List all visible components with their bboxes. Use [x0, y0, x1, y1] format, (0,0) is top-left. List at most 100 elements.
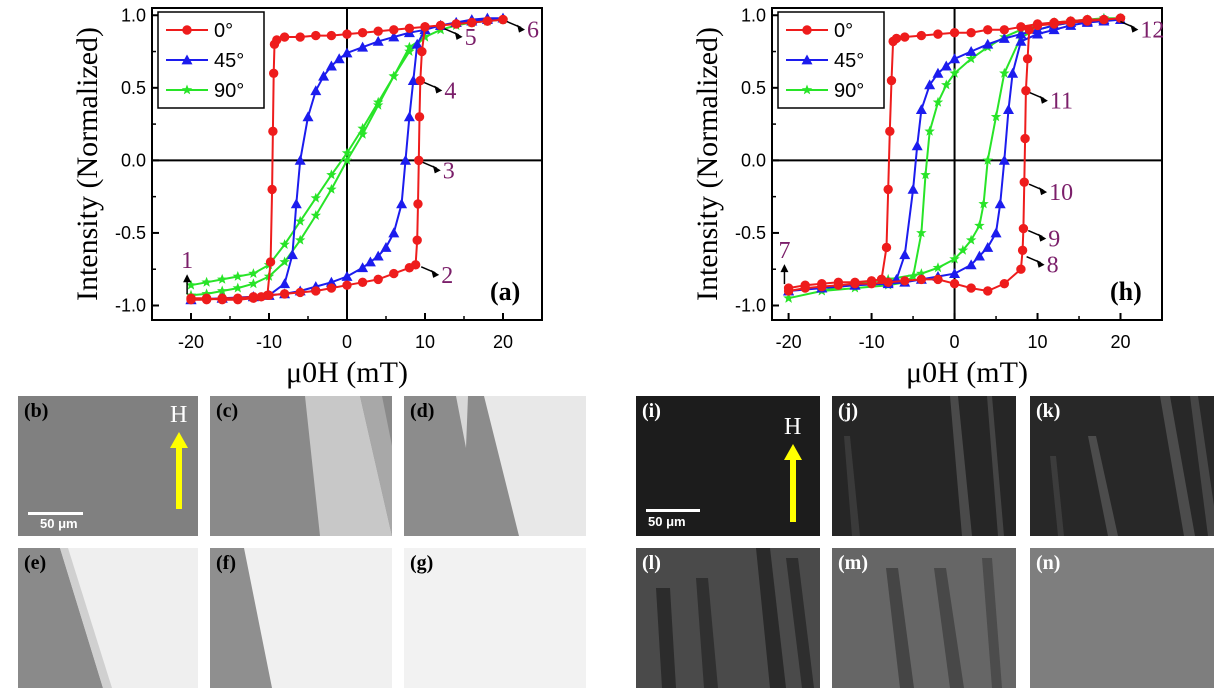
data-point: [318, 70, 330, 81]
data-point: [1049, 19, 1059, 29]
data-point: [380, 241, 392, 252]
data-point: [883, 184, 893, 195]
y-tick-label: 1.0: [121, 5, 146, 25]
data-point: [357, 262, 369, 273]
field-arrow-shaft: [176, 446, 182, 509]
data-point: [966, 27, 976, 38]
x-tick-label: 10: [415, 332, 435, 352]
data-point: [999, 25, 1010, 35]
data-point: [949, 253, 960, 264]
scale-bar: [28, 512, 83, 515]
data-point: [326, 183, 337, 194]
micrograph-i: (i) H 50 μm: [636, 396, 820, 536]
data-point: [325, 276, 337, 287]
data-point: [966, 283, 976, 293]
annotation-label: 4: [444, 79, 456, 105]
x-tick-label: -10: [256, 332, 282, 352]
data-point: [310, 85, 322, 96]
data-point: [1082, 16, 1093, 26]
data-point: [1115, 13, 1126, 23]
data-point: [1066, 17, 1076, 28]
data-point: [403, 111, 415, 122]
data-point: [217, 285, 228, 296]
data-point: [932, 262, 944, 273]
data-point: [372, 250, 384, 261]
annotation-label: 6: [527, 18, 539, 44]
micrograph-c: (c): [210, 396, 392, 536]
data-point: [404, 46, 415, 56]
data-point: [978, 198, 989, 209]
data-point: [265, 257, 276, 267]
annotation-label: 11: [1050, 89, 1073, 115]
data-point: [373, 99, 384, 110]
data-point: [932, 96, 944, 107]
data-point: [417, 46, 427, 57]
x-tick-label: 10: [1028, 332, 1048, 352]
data-point: [357, 122, 368, 133]
data-point: [932, 67, 944, 78]
field-arrow-head: [170, 432, 188, 448]
field-arrow-head-right: [784, 444, 802, 460]
micrograph-k: (k): [1030, 396, 1214, 536]
data-point: [1032, 28, 1044, 39]
data-point: [248, 268, 259, 278]
data-point: [295, 234, 306, 245]
data-point: [279, 256, 290, 267]
data-point: [185, 279, 197, 290]
data-point: [268, 126, 278, 137]
annotation-label: 2: [441, 263, 453, 289]
data-point: [181, 54, 193, 65]
data-point: [850, 279, 860, 289]
x-tick-label: 0: [342, 332, 352, 352]
data-point: [883, 277, 893, 287]
data-point: [1016, 22, 1026, 32]
data-point: [396, 198, 408, 209]
data-point: [388, 31, 400, 42]
data-point: [891, 33, 902, 44]
data-point: [916, 30, 927, 41]
data-point: [295, 215, 306, 226]
data-point: [302, 111, 314, 122]
data-point: [983, 286, 993, 296]
data-point: [965, 259, 977, 270]
y-axis-label: Intensity (Normalized): [71, 27, 104, 301]
micrograph-d: (d): [404, 396, 586, 536]
field-direction-label-right: H: [784, 414, 802, 440]
x-tick-label: 20: [1110, 332, 1130, 352]
data-point: [279, 278, 291, 289]
data-point: [1099, 14, 1109, 25]
x-tick-label: -20: [178, 332, 204, 352]
data-point: [881, 242, 892, 253]
legend-label: 90°: [214, 80, 244, 102]
annotation-arrow-head: [183, 274, 192, 283]
annotation-label: 7: [778, 238, 790, 264]
data-point: [1048, 24, 1060, 35]
data-point: [900, 276, 910, 286]
data-point: [801, 54, 813, 65]
data-point: [310, 192, 321, 203]
data-point: [342, 280, 352, 290]
annotation-label: 9: [1048, 227, 1060, 253]
data-point: [272, 35, 282, 45]
data-point: [965, 234, 977, 245]
data-point: [414, 112, 425, 122]
hysteresis-chart-h: -20 -10 0 10 20 -1.0 -0.5 0.0 0.5 1.0 μ0H (mT) Inte…: [691, 5, 1164, 389]
data-point: [1022, 54, 1033, 64]
panel-label-f: (f): [216, 552, 236, 574]
data-point: [1015, 28, 1027, 39]
data-point: [342, 29, 352, 39]
scale-bar-label-right: 50 μm: [648, 514, 686, 529]
panel-label-d: (d): [410, 400, 435, 422]
data-point: [498, 14, 508, 25]
data-point: [419, 31, 431, 42]
annotation-arrow-head: [1039, 187, 1048, 196]
x-tick-label: -20: [776, 332, 802, 352]
data-point: [325, 60, 337, 71]
y-tick-label: 0.0: [741, 150, 766, 170]
data-point: [915, 104, 927, 114]
y-tick-label: 0.5: [741, 78, 766, 98]
x-axis-label: μ0H (mT): [906, 356, 1028, 389]
data-point: [232, 271, 243, 281]
data-point: [999, 67, 1010, 78]
data-point: [982, 241, 994, 252]
